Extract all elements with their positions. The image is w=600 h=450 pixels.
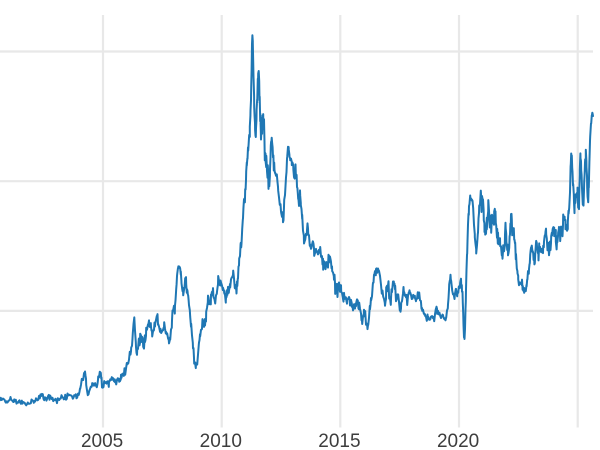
svg-text:2010: 2010 — [200, 431, 242, 450]
svg-text:2005: 2005 — [81, 431, 123, 450]
svg-text:2020: 2020 — [437, 431, 479, 450]
svg-text:2015: 2015 — [318, 431, 360, 450]
